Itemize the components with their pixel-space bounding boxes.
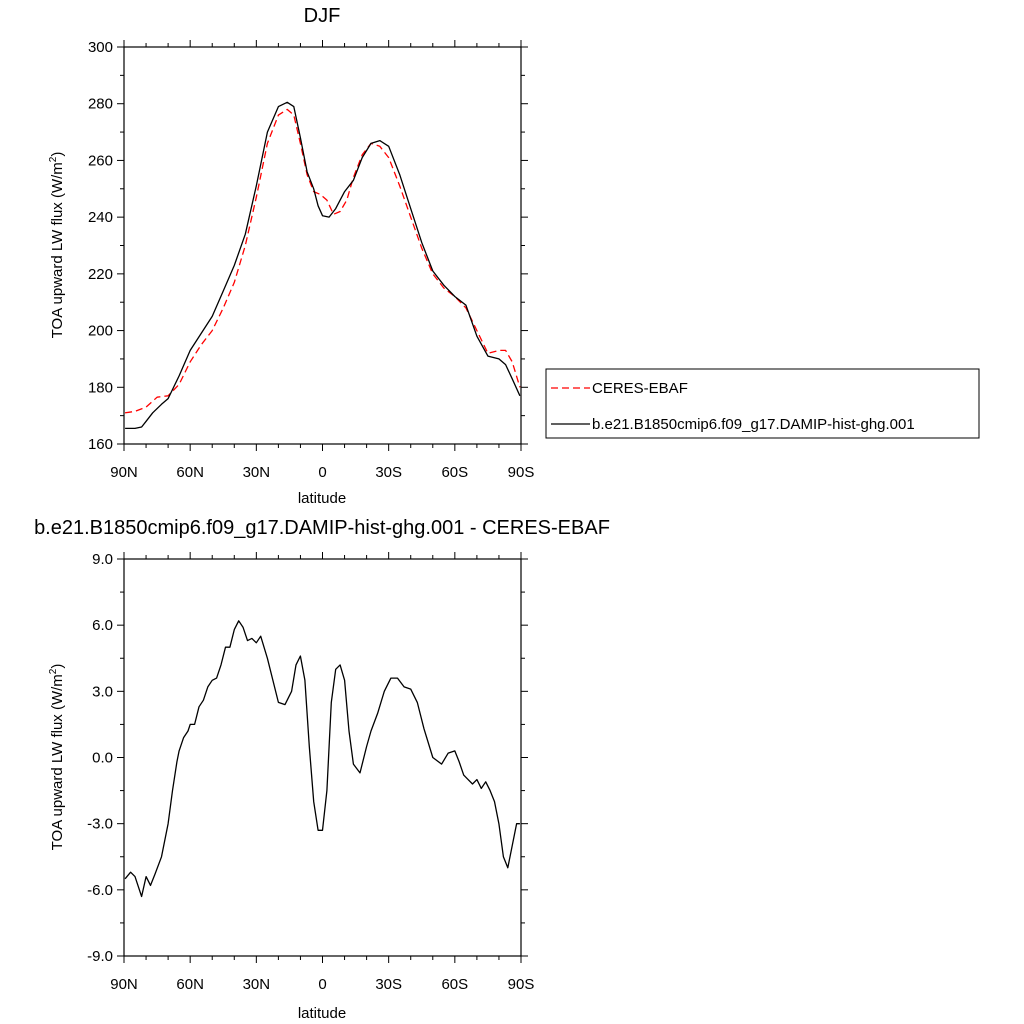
legend: CERES-EBAF b.e21.B1850cmip6.f09_g17.DAMI… — [545, 368, 980, 439]
top-ytick-label: 180 — [88, 379, 113, 396]
top-series — [125, 101, 521, 430]
bottom-ylabel: TOA upward LW flux (W/m2) — [48, 664, 66, 851]
top-xtick-label: 60N — [176, 464, 204, 481]
top-ytick-label: 300 — [88, 39, 113, 56]
bottom-panel: b.e21.B1850cmip6.f09_g17.DAMIP-hist-ghg.… — [34, 517, 610, 1022]
top-xtick-label: 90N — [110, 464, 138, 481]
bottom-ylabel-sup: 2 — [48, 668, 59, 674]
top-ytick-label: 220 — [88, 266, 113, 283]
top-ylabel-main: TOA upward LW flux (W/m — [49, 162, 66, 338]
top-xlabel: latitude — [298, 490, 346, 507]
top-ytick-label: 200 — [88, 323, 113, 340]
bottom-xtick-label: 30S — [375, 976, 402, 993]
top-xtick-label: 90S — [508, 464, 535, 481]
bottom-ylabel-close: ) — [49, 664, 66, 669]
bottom-xlabel: latitude — [298, 1005, 346, 1022]
bottom-xtick-label: 30N — [243, 976, 271, 993]
bottom-ytick-label: -9.0 — [87, 948, 113, 965]
top-ytick-label: 260 — [88, 152, 113, 169]
top-xtick-label: 0 — [318, 464, 326, 481]
bottom-ytick-label: 0.0 — [92, 750, 113, 767]
top-ylabel-sup: 2 — [48, 156, 59, 162]
top-xtick-label: 30S — [375, 464, 402, 481]
bottom-plot-frame — [123, 558, 522, 957]
bottom-series — [124, 620, 520, 898]
top-panel: DJF 160 180 200 220 240 260 280 300 90N 60N 30N 0 30… — [48, 5, 980, 507]
top-ylabel: TOA upward LW flux (W/m2) — [48, 152, 66, 339]
top-ylabel-close: ) — [49, 152, 66, 157]
bottom-ytick-label: 9.0 — [92, 551, 113, 568]
bottom-ytick-label: -6.0 — [87, 882, 113, 899]
legend-label-ceres: CERES-EBAF — [592, 380, 688, 397]
bottom-ytick-label: -3.0 — [87, 816, 113, 833]
legend-box — [545, 368, 980, 439]
top-xtick-label: 30N — [243, 464, 271, 481]
bottom-series-line-0 — [124, 620, 520, 898]
top-ticks: 160 180 200 220 240 260 280 300 90N 60N 30N 0 30S 60S… — [88, 39, 534, 481]
bottom-ticks: -9.0 -6.0 -3.0 0.0 3.0 6.0 9.0 90N 60N 30N 0 30S 60S… — [87, 551, 534, 993]
bottom-xtick-label: 0 — [318, 976, 326, 993]
top-plot-frame — [123, 46, 522, 445]
legend-label-model: b.e21.B1850cmip6.f09_g17.DAMIP-hist-ghg.… — [592, 416, 915, 433]
bottom-ytick-label: 6.0 — [92, 617, 113, 634]
bottom-xtick-label: 90S — [508, 976, 535, 993]
bottom-xtick-label: 60N — [176, 976, 204, 993]
bottom-ylabel-main: TOA upward LW flux (W/m — [49, 674, 66, 850]
top-ytick-label: 240 — [88, 209, 113, 226]
top-ytick-label: 160 — [88, 436, 113, 453]
top-title: DJF — [304, 5, 341, 27]
top-series-line-1 — [125, 101, 521, 430]
bottom-xtick-label: 60S — [441, 976, 468, 993]
top-ytick-label: 280 — [88, 96, 113, 113]
bottom-title: b.e21.B1850cmip6.f09_g17.DAMIP-hist-ghg.… — [34, 517, 610, 539]
bottom-ytick-label: 3.0 — [92, 683, 113, 700]
top-xtick-label: 60S — [441, 464, 468, 481]
bottom-xtick-label: 90N — [110, 976, 138, 993]
top-series-line-0 — [125, 108, 521, 414]
